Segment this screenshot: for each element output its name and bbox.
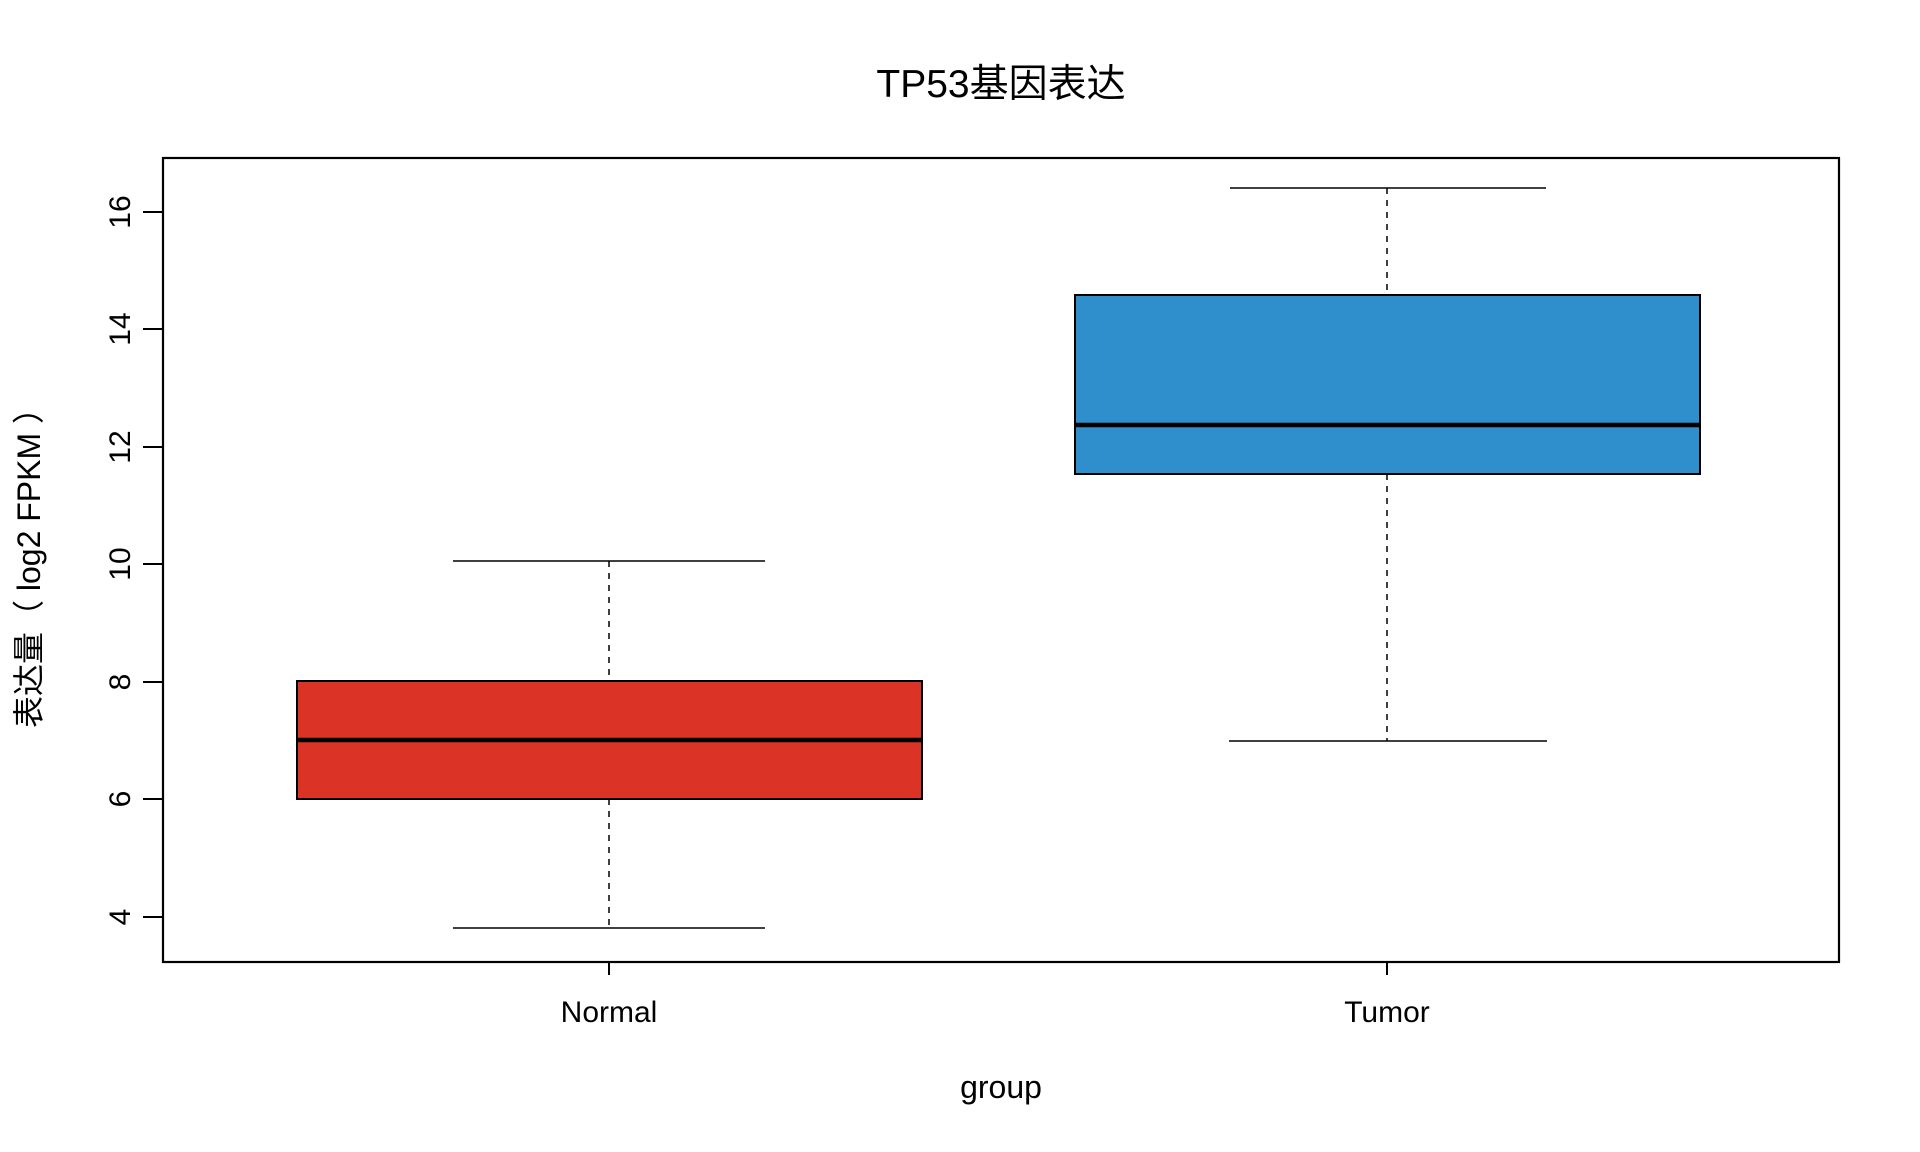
svg-text:12: 12 bbox=[104, 430, 137, 463]
svg-text:Normal: Normal bbox=[561, 996, 658, 1029]
svg-text:group: group bbox=[960, 1069, 1042, 1105]
svg-text:4: 4 bbox=[104, 909, 137, 926]
svg-text:8: 8 bbox=[104, 674, 137, 691]
svg-text:6: 6 bbox=[104, 791, 137, 808]
svg-text:14: 14 bbox=[104, 312, 137, 345]
svg-text:TP53基因表达: TP53基因表达 bbox=[876, 63, 1125, 106]
svg-text:10: 10 bbox=[104, 547, 137, 580]
svg-text:Tumor: Tumor bbox=[1344, 996, 1430, 1029]
svg-text:表达量（ log2 FPKM ）: 表达量（ log2 FPKM ） bbox=[11, 392, 47, 728]
svg-text:16: 16 bbox=[104, 195, 137, 228]
